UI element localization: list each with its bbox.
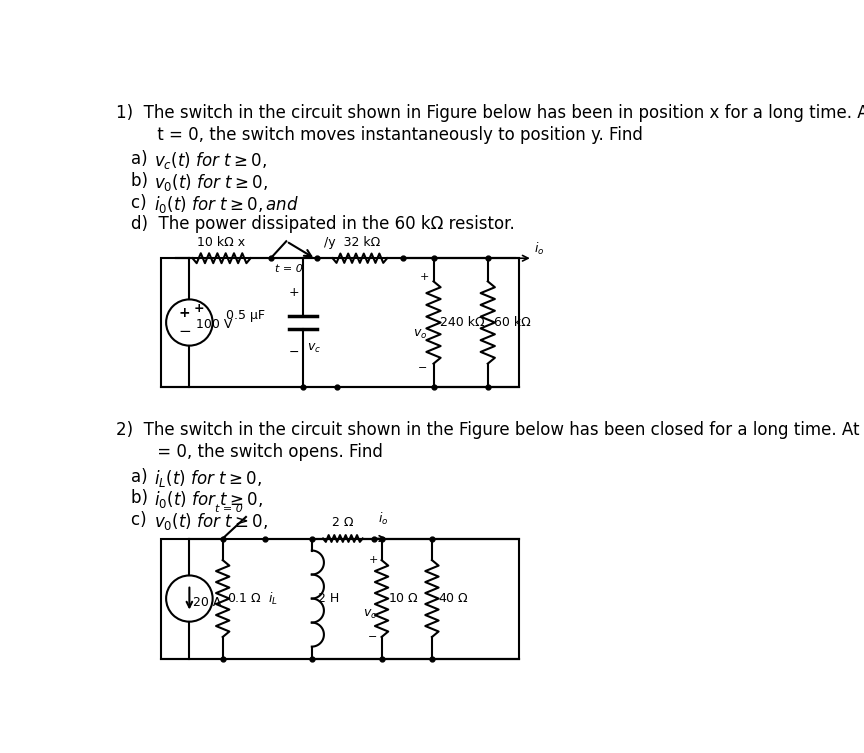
Text: $v_0(t)$ $for\ t \geq 0,$: $v_0(t)$ $for\ t \geq 0,$: [155, 511, 269, 532]
Text: $v_o$: $v_o$: [413, 328, 428, 340]
Text: = 0, the switch opens. Find: = 0, the switch opens. Find: [131, 443, 383, 461]
Text: −: −: [418, 362, 428, 373]
Text: $i_0(t)$ $for\ t \geq 0, and$: $i_0(t)$ $for\ t \geq 0, and$: [155, 194, 300, 215]
Text: $i_o$: $i_o$: [534, 241, 544, 257]
Text: 10 kΩ x: 10 kΩ x: [198, 236, 245, 249]
Text: t = 0: t = 0: [215, 504, 243, 514]
Text: /y  32 kΩ: /y 32 kΩ: [324, 236, 380, 249]
Text: 0.1 $\Omega$  $i_L$: 0.1 $\Omega$ $i_L$: [227, 590, 278, 607]
Text: c): c): [131, 511, 157, 529]
Bar: [161, 258, 518, 387]
Text: −: −: [289, 346, 300, 358]
Text: +: +: [420, 273, 429, 282]
Text: 10 $\Omega$: 10 $\Omega$: [388, 592, 419, 605]
Text: 0.5 μF: 0.5 μF: [226, 309, 264, 322]
Text: $v_c(t)$ $for\ t \geq 0,$: $v_c(t)$ $for\ t \geq 0,$: [155, 151, 268, 172]
Text: −: −: [368, 632, 378, 642]
Text: 60 kΩ: 60 kΩ: [494, 316, 530, 329]
Text: $v_0(t)$ $for\ t \geq 0,$: $v_0(t)$ $for\ t \geq 0,$: [155, 172, 269, 193]
Text: a): a): [131, 468, 158, 486]
Text: $i_o$: $i_o$: [378, 511, 388, 527]
Text: 240 kΩ: 240 kΩ: [440, 316, 485, 329]
Text: $i_0(t)$ $for\ t \geq 0,$: $i_0(t)$ $for\ t \geq 0,$: [155, 489, 264, 511]
Text: b): b): [131, 172, 159, 190]
Text: $v_o$: $v_o$: [364, 608, 378, 620]
Text: c): c): [131, 194, 157, 212]
Text: $i_L(t)$ $for\ t \geq 0,$: $i_L(t)$ $for\ t \geq 0,$: [155, 468, 263, 489]
Bar: [161, 538, 518, 659]
Text: b): b): [131, 489, 159, 508]
Text: +: +: [368, 555, 378, 565]
Text: 2 H: 2 H: [318, 592, 340, 605]
Text: 1)  The switch in the circuit shown in Figure below has been in position x for a: 1) The switch in the circuit shown in Fi…: [116, 104, 864, 122]
Text: t = 0: t = 0: [275, 264, 302, 274]
Text: 20 A: 20 A: [194, 596, 222, 609]
Text: +: +: [289, 286, 300, 300]
Text: 40 $\Omega$: 40 $\Omega$: [438, 592, 469, 605]
Text: d)  The power dissipated in the 60 kΩ resistor.: d) The power dissipated in the 60 kΩ res…: [131, 215, 515, 233]
Text: −: −: [178, 325, 191, 340]
Text: +: +: [194, 302, 204, 316]
Text: 2 Ω: 2 Ω: [332, 517, 353, 529]
Text: +: +: [179, 306, 191, 320]
Text: t = 0, the switch moves instantaneously to position y. Find: t = 0, the switch moves instantaneously …: [131, 126, 643, 144]
Text: a): a): [131, 151, 158, 169]
Text: 2)  The switch in the circuit shown in the Figure below has been closed for a lo: 2) The switch in the circuit shown in th…: [116, 422, 864, 440]
Text: $v_c$: $v_c$: [308, 342, 321, 355]
Text: 100 V: 100 V: [195, 318, 232, 331]
